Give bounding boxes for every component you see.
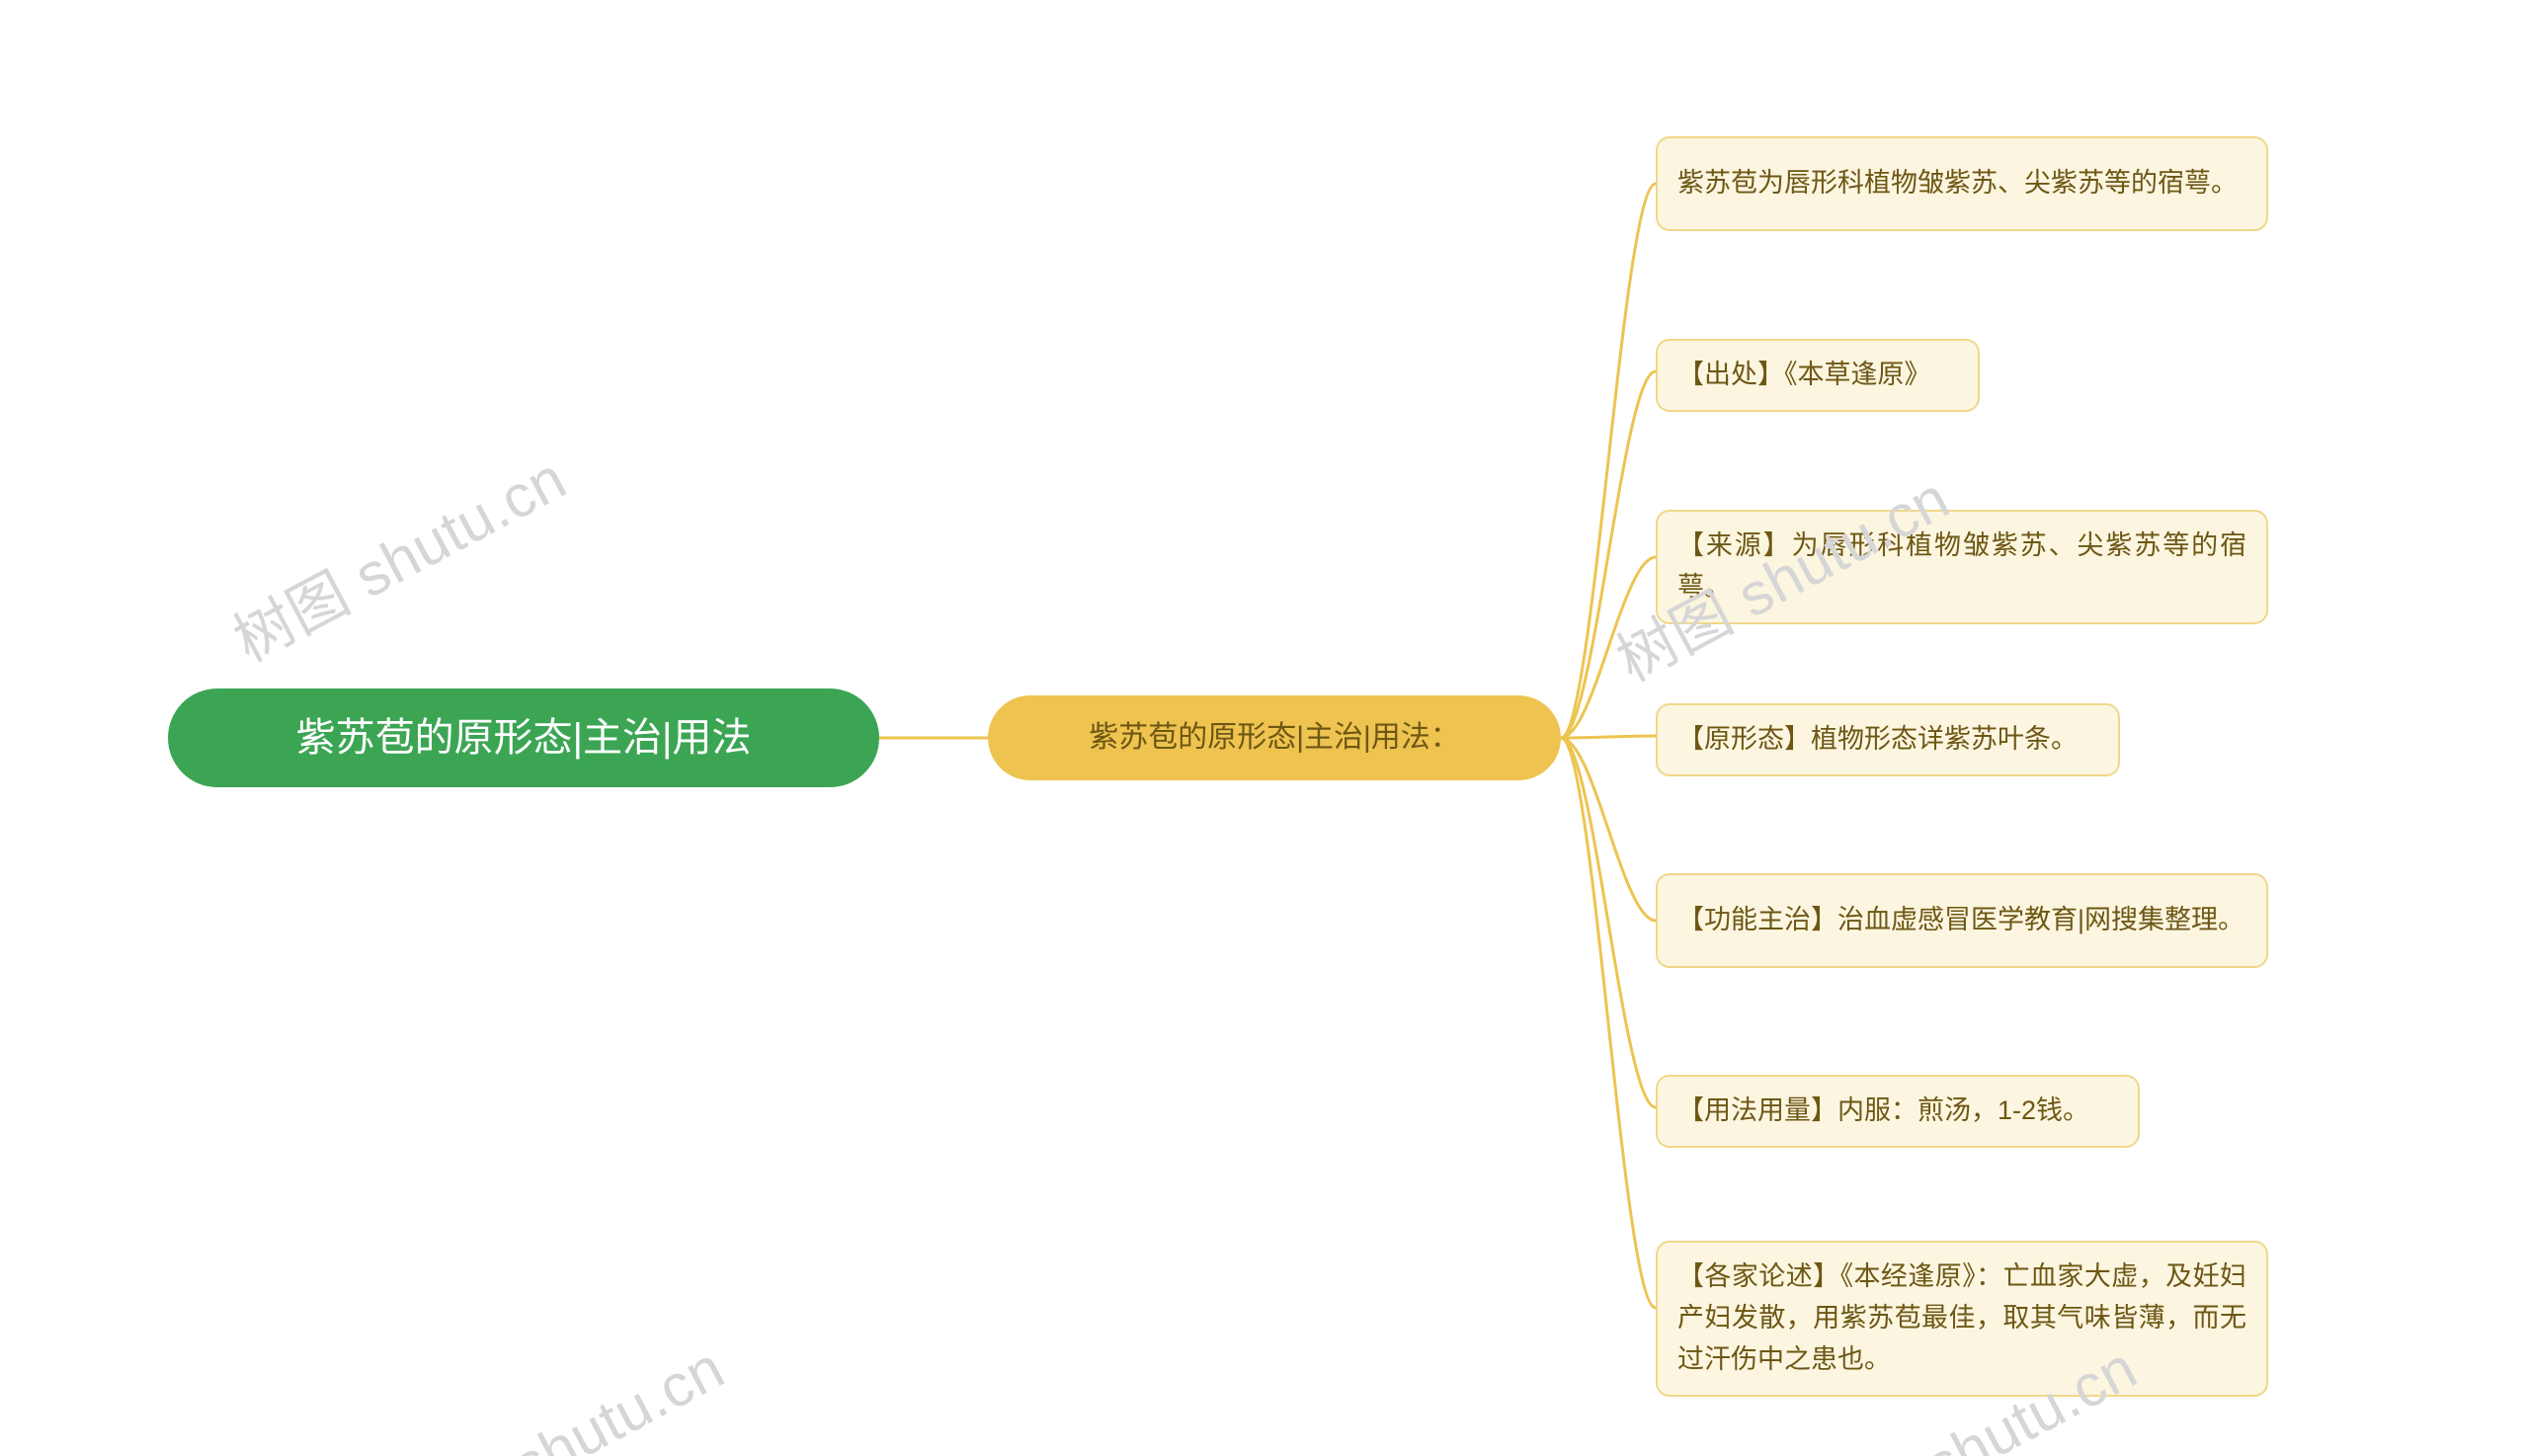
mindmap-leaf-node[interactable]: 【出处】《本草逢原》	[1656, 339, 1980, 412]
mindmap-leaf-node[interactable]: 【来源】为唇形科植物皱紫苏、尖紫苏等的宿萼。	[1656, 510, 2268, 624]
mindmap-leaf-node[interactable]: 【各家论述】《本经逢原》：亡血家大虚，及妊妇产妇发散，用紫苏苞最佳，取其气味皆薄…	[1656, 1241, 2268, 1397]
mindmap-leaf-node[interactable]: 紫苏苞为唇形科植物皱紫苏、尖紫苏等的宿萼。	[1656, 136, 2268, 231]
sub-label: 紫苏苞的原形态|主治|用法：	[1089, 714, 1460, 762]
root-label: 紫苏苞的原形态|主治|用法	[296, 706, 752, 769]
mindmap-leaf-node[interactable]: 【原形态】植物形态详紫苏叶条。	[1656, 703, 2120, 776]
mindmap-root-node[interactable]: 紫苏苞的原形态|主治|用法	[168, 688, 879, 787]
leaf-label: 【用法用量】内服：煎汤，1-2钱。	[1677, 1091, 2089, 1132]
leaf-label: 【各家论述】《本经逢原》：亡血家大虚，及妊妇产妇发散，用紫苏苞最佳，取其气味皆薄…	[1677, 1256, 2246, 1381]
watermark-text: shutu.cn	[502, 1334, 735, 1456]
leaf-label: 【来源】为唇形科植物皱紫苏、尖紫苏等的宿萼。	[1677, 526, 2246, 608]
watermark-text: 树图 shutu.cn	[216, 432, 579, 679]
mindmap-leaf-node[interactable]: 【功能主治】治血虚感冒医学教育|网搜集整理。	[1656, 873, 2268, 968]
leaf-label: 【出处】《本草逢原》	[1677, 355, 1931, 396]
leaf-label: 【功能主治】治血虚感冒医学教育|网搜集整理。	[1677, 900, 2244, 941]
leaf-label: 【原形态】植物形态详紫苏叶条。	[1677, 719, 2078, 761]
mindmap-leaf-node[interactable]: 【用法用量】内服：煎汤，1-2钱。	[1656, 1075, 2140, 1148]
mindmap-sub-node[interactable]: 紫苏苞的原形态|主治|用法：	[988, 695, 1561, 780]
leaf-label: 紫苏苞为唇形科植物皱紫苏、尖紫苏等的宿萼。	[1677, 163, 2238, 204]
